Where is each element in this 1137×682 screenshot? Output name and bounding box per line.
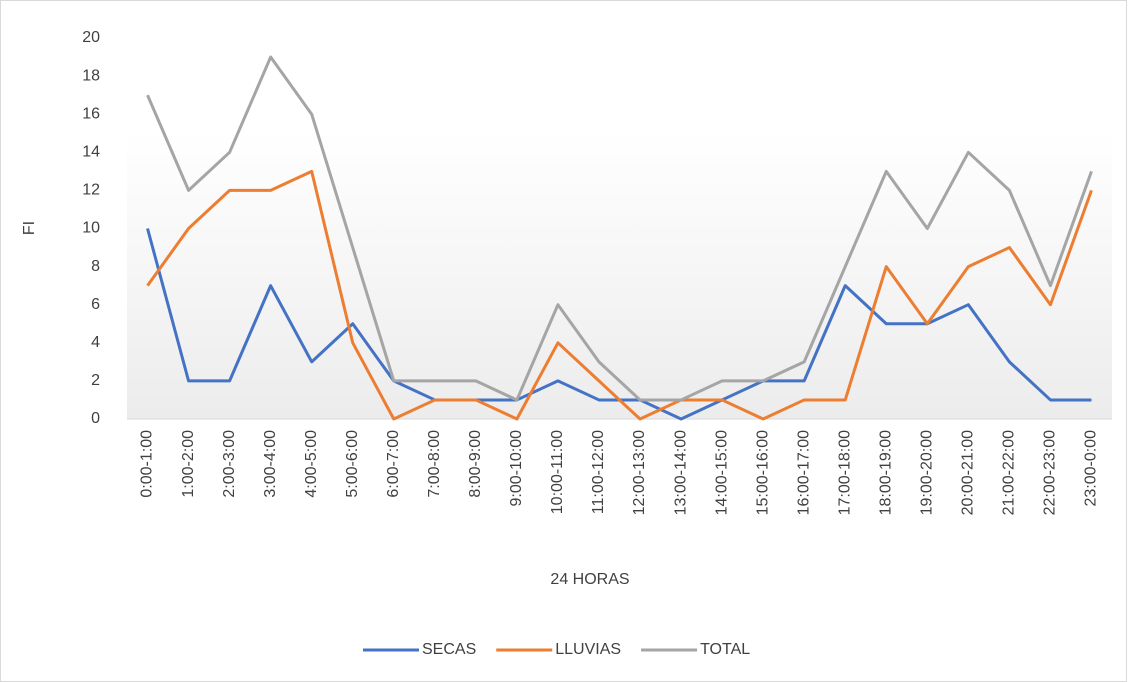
x-tick-label: 5:00-6:00 (344, 430, 361, 498)
x-tick-label: 21:00-22:00 (1001, 430, 1018, 516)
legend-label: TOTAL (700, 641, 750, 658)
x-tick-label: 13:00-14:00 (672, 430, 689, 516)
y-tick-label: 14 (82, 144, 100, 161)
x-axis-title: 24 HORAS (550, 571, 629, 588)
x-tick-label: 2:00-3:00 (221, 430, 238, 498)
y-tick-label: 12 (82, 182, 100, 199)
y-tick-label: 0 (91, 410, 100, 427)
x-tick-label: 4:00-5:00 (303, 430, 320, 498)
y-tick-label: 8 (91, 258, 100, 275)
y-tick-label: 2 (91, 372, 100, 389)
y-axis-title: FI (21, 221, 38, 235)
x-tick-label: 20:00-21:00 (960, 430, 977, 516)
y-tick-label: 10 (82, 220, 100, 237)
series-line (146, 55, 1093, 402)
y-tick-label: 6 (91, 296, 100, 313)
x-tick-label: 19:00-20:00 (919, 430, 936, 516)
x-tick-label: 18:00-19:00 (877, 430, 894, 516)
x-tick-label: 22:00-23:00 (1042, 430, 1059, 516)
x-tick-label: 12:00-13:00 (631, 430, 648, 516)
series-line (146, 169, 1093, 421)
x-tick-label: 16:00-17:00 (795, 430, 812, 516)
x-tick-label: 14:00-15:00 (713, 430, 730, 516)
y-tick-label: 16 (82, 105, 100, 122)
x-tick-label: 8:00-9:00 (467, 430, 484, 498)
x-tick-label: 11:00-12:00 (590, 430, 607, 514)
y-tick-label: 20 (82, 29, 100, 46)
x-tick-label: 3:00-4:00 (262, 430, 279, 498)
plot-background (127, 130, 1112, 419)
y-tick-label: 18 (82, 67, 100, 84)
y-tick-label: 4 (91, 334, 100, 351)
x-tick-label: 7:00-8:00 (426, 430, 443, 498)
x-tick-label: 0:00-1:00 (139, 430, 156, 498)
x-tick-label: 23:00-0:00 (1083, 430, 1100, 507)
x-tick-label: 6:00-7:00 (385, 430, 402, 498)
x-tick-label: 1:00-2:00 (180, 430, 197, 498)
x-tick-label: 17:00-18:00 (836, 430, 853, 516)
legend-label: LLUVIAS (555, 641, 621, 658)
legend-label: SECAS (422, 641, 476, 658)
x-tick-label: 9:00-10:00 (508, 430, 525, 507)
x-tick-label: 10:00-11:00 (549, 430, 566, 514)
x-tick-label: 15:00-16:00 (754, 430, 771, 516)
